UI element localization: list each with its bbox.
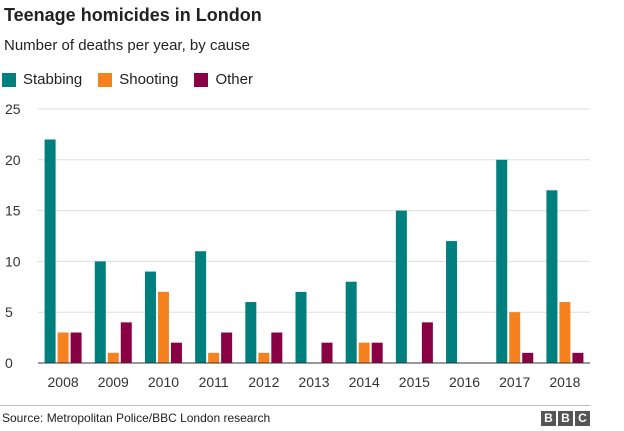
bar-other [421, 322, 433, 363]
bar-shooting [208, 352, 220, 363]
y-tick-label: 0 [5, 355, 13, 371]
bar-chart: 0 5 10 15 20 25 2008 2009 2010 2011 2012 2013 2014 20… [5, 101, 590, 390]
legend-item-stabbing: Stabbing [2, 71, 82, 88]
bar-other [120, 322, 132, 363]
bar-stabbing [446, 241, 458, 363]
bar-stabbing [496, 159, 508, 363]
legend-label-other: Other [215, 71, 253, 88]
bar-other [221, 332, 233, 363]
y-tick-label: 25 [5, 101, 21, 117]
y-tick-label: 5 [5, 304, 13, 320]
bar-shooting [509, 312, 521, 363]
bar-shooting [258, 352, 270, 363]
y-tick-label: 10 [5, 253, 21, 269]
x-tick-label: 2017 [499, 374, 530, 390]
chart-subtitle: Number of deaths per year, by cause [4, 37, 250, 54]
x-tick-label: 2008 [48, 374, 79, 390]
bar-shooting [107, 352, 119, 363]
bar-stabbing [44, 139, 56, 363]
bar-stabbing [144, 271, 156, 363]
bar-other [321, 342, 333, 363]
bbc-logo-letter: B [541, 411, 556, 426]
legend-swatch-shooting [98, 72, 113, 87]
bar-other [572, 352, 584, 363]
bar-shooting [157, 291, 169, 363]
footer-divider [0, 405, 590, 406]
bbc-logo-letter: B [558, 411, 573, 426]
x-tick-label: 2012 [248, 374, 279, 390]
bar-other [271, 332, 283, 363]
bbc-logo: B B C [539, 411, 590, 426]
legend-item-other: Other [194, 71, 253, 88]
bar-stabbing [94, 261, 106, 363]
legend-swatch-other [194, 72, 209, 87]
x-tick-label: 2016 [449, 374, 480, 390]
chart-title: Teenage homicides in London [4, 5, 262, 25]
bar-other [522, 352, 534, 363]
legend-label-shooting: Shooting [119, 71, 179, 88]
x-tick-label: 2010 [148, 374, 179, 390]
bar-stabbing [395, 210, 407, 363]
x-tick-label: 2009 [98, 374, 129, 390]
legend: Stabbing Shooting Other [2, 71, 269, 88]
x-tick-label: 2018 [549, 374, 580, 390]
legend-item-shooting: Shooting [98, 71, 178, 88]
source-note: Source: Metropolitan Police/BBC London r… [2, 411, 271, 425]
bar-stabbing [345, 281, 357, 363]
legend-swatch-stabbing [2, 72, 16, 87]
y-tick-label: 20 [5, 152, 21, 168]
x-tick-label: 2011 [199, 374, 229, 390]
y-tick-label: 15 [5, 203, 21, 219]
x-tick-label: 2014 [349, 374, 380, 390]
bar-shooting [358, 342, 370, 363]
bar-shooting [559, 302, 571, 363]
bar-stabbing [546, 190, 558, 363]
bar-stabbing [245, 302, 257, 363]
legend-label-stabbing: Stabbing [23, 71, 83, 88]
bar-other [170, 342, 182, 363]
bar-stabbing [295, 291, 307, 363]
bbc-logo-letter: C [575, 411, 590, 426]
bar-shooting [57, 332, 69, 363]
bar-other [70, 332, 82, 363]
x-tick-label: 2015 [399, 374, 430, 390]
x-tick-label: 2013 [298, 374, 329, 390]
bar-other [371, 342, 383, 363]
bar-stabbing [195, 251, 207, 363]
